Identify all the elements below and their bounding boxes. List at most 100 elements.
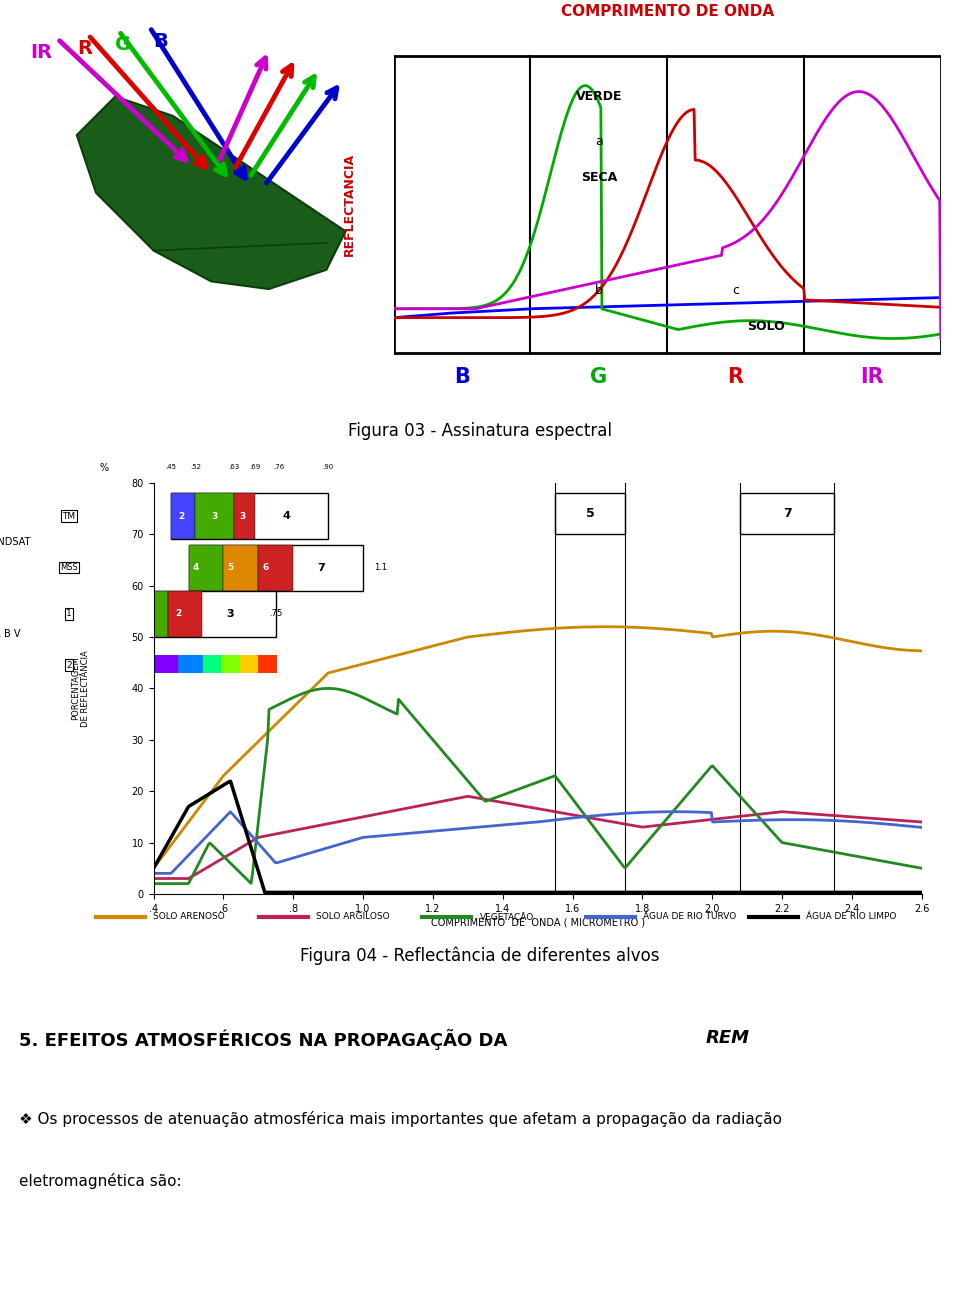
Bar — [269, 655, 271, 673]
Text: 1: 1 — [133, 609, 139, 619]
Bar — [262, 655, 263, 673]
Bar — [188, 655, 190, 673]
Bar — [166, 655, 167, 673]
Bar — [256, 655, 257, 673]
Bar — [243, 655, 244, 673]
Text: 2: 2 — [66, 660, 72, 669]
Bar — [170, 655, 171, 673]
Bar — [206, 655, 207, 673]
Bar — [172, 655, 173, 673]
Text: 5: 5 — [586, 508, 594, 521]
Bar — [194, 655, 195, 673]
Text: G: G — [115, 35, 132, 55]
Text: eletromagnética são:: eletromagnética são: — [19, 1173, 181, 1189]
Bar — [198, 655, 200, 673]
Bar — [240, 655, 241, 673]
Text: 7: 7 — [782, 508, 792, 521]
Text: .90: .90 — [323, 465, 334, 470]
Text: 2: 2 — [179, 512, 184, 521]
Text: SOLO ARENOSO: SOLO ARENOSO — [154, 912, 225, 921]
Bar — [250, 655, 251, 673]
Text: 2: 2 — [175, 609, 181, 619]
Bar — [171, 493, 328, 539]
Bar — [204, 655, 205, 673]
Bar — [201, 655, 203, 673]
Bar — [214, 655, 215, 673]
Bar — [181, 655, 183, 673]
Bar — [274, 655, 275, 673]
Bar — [253, 655, 254, 673]
Bar — [170, 655, 172, 673]
Bar — [254, 655, 255, 673]
Bar — [163, 655, 165, 673]
Bar — [171, 493, 196, 539]
Bar — [172, 655, 174, 673]
Bar — [181, 655, 182, 673]
Bar — [154, 655, 155, 673]
Bar — [222, 655, 223, 673]
Bar — [191, 655, 192, 673]
Text: R: R — [77, 39, 92, 59]
Bar — [224, 544, 258, 591]
Bar — [221, 655, 223, 673]
Bar — [228, 655, 229, 673]
Bar — [221, 655, 222, 673]
Bar — [201, 655, 202, 673]
Bar — [232, 655, 233, 673]
Text: .63: .63 — [228, 465, 239, 470]
Bar — [211, 655, 213, 673]
Bar — [179, 655, 180, 673]
Text: LANDSAT: LANDSAT — [0, 536, 31, 547]
Bar — [210, 655, 211, 673]
Bar — [259, 655, 260, 673]
Text: c: c — [732, 284, 739, 296]
Bar — [234, 493, 254, 539]
Bar — [173, 655, 175, 673]
Text: TM: TM — [62, 512, 76, 521]
Bar — [269, 655, 270, 673]
Bar — [197, 655, 198, 673]
Bar — [173, 655, 174, 673]
Bar — [223, 655, 224, 673]
Bar — [394, 56, 941, 354]
Bar — [168, 591, 203, 637]
Bar — [233, 655, 234, 673]
Bar — [217, 655, 218, 673]
Bar — [204, 655, 206, 673]
Bar — [258, 655, 259, 673]
Bar — [177, 655, 178, 673]
Bar — [160, 655, 161, 673]
Bar — [188, 655, 189, 673]
Text: SOLO: SOLO — [747, 320, 784, 333]
Text: 4: 4 — [282, 512, 290, 521]
Bar — [165, 655, 167, 673]
Bar — [258, 655, 260, 673]
Bar — [266, 655, 267, 673]
Bar — [164, 655, 165, 673]
Bar — [197, 655, 199, 673]
Bar — [168, 655, 169, 673]
Bar — [209, 655, 211, 673]
Text: ÁGUA DE RIO LIMPO: ÁGUA DE RIO LIMPO — [806, 912, 897, 921]
Bar — [184, 655, 185, 673]
Text: B: B — [154, 31, 168, 51]
Bar — [237, 655, 238, 673]
Bar — [207, 655, 208, 673]
Bar — [229, 655, 230, 673]
Bar — [175, 655, 176, 673]
X-axis label: COMPRIMENTO  DE  ONDA ( MICROMETRO ): COMPRIMENTO DE ONDA ( MICROMETRO ) — [430, 917, 645, 928]
Bar — [122, 591, 276, 637]
Polygon shape — [77, 97, 346, 290]
Bar — [555, 493, 625, 534]
Text: 4: 4 — [192, 564, 199, 572]
Bar — [199, 655, 201, 673]
Bar — [258, 544, 293, 591]
Text: .52: .52 — [190, 465, 201, 470]
Bar — [267, 655, 268, 673]
Bar — [227, 655, 228, 673]
Bar — [180, 655, 181, 673]
Bar — [166, 655, 168, 673]
Bar — [265, 655, 267, 673]
Text: SECA: SECA — [581, 171, 617, 184]
Bar — [180, 655, 182, 673]
